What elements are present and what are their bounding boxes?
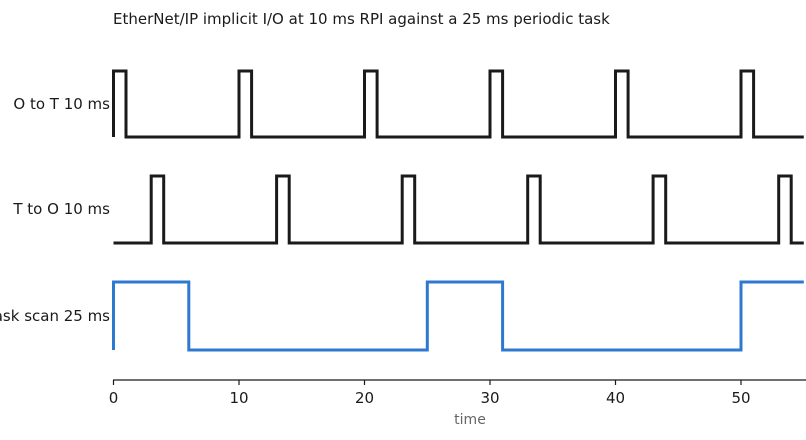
x-tick-label: 50 (731, 389, 750, 407)
x-axis-label: time (454, 412, 486, 428)
series-label: O to T 10 ms (13, 95, 110, 113)
series-line (114, 176, 804, 243)
series-line (114, 282, 804, 350)
series-line (114, 71, 804, 137)
x-tick-label: 0 (109, 389, 119, 407)
series-label: T to O 10 ms (12, 200, 110, 218)
x-tick-label: 30 (480, 389, 499, 407)
signal-rows: O to T 10 ms T to O 10 ms Task scan 25 ms (0, 71, 804, 350)
series-label: Task scan 25 ms (0, 307, 110, 325)
x-tick-label: 10 (229, 389, 248, 407)
x-axis-ticks: 0 10 20 30 40 50 (109, 380, 751, 407)
x-tick-label: 40 (606, 389, 625, 407)
x-tick-label: 20 (355, 389, 374, 407)
chart-title: EtherNet/IP implicit I/O at 10 ms RPI ag… (113, 10, 610, 28)
